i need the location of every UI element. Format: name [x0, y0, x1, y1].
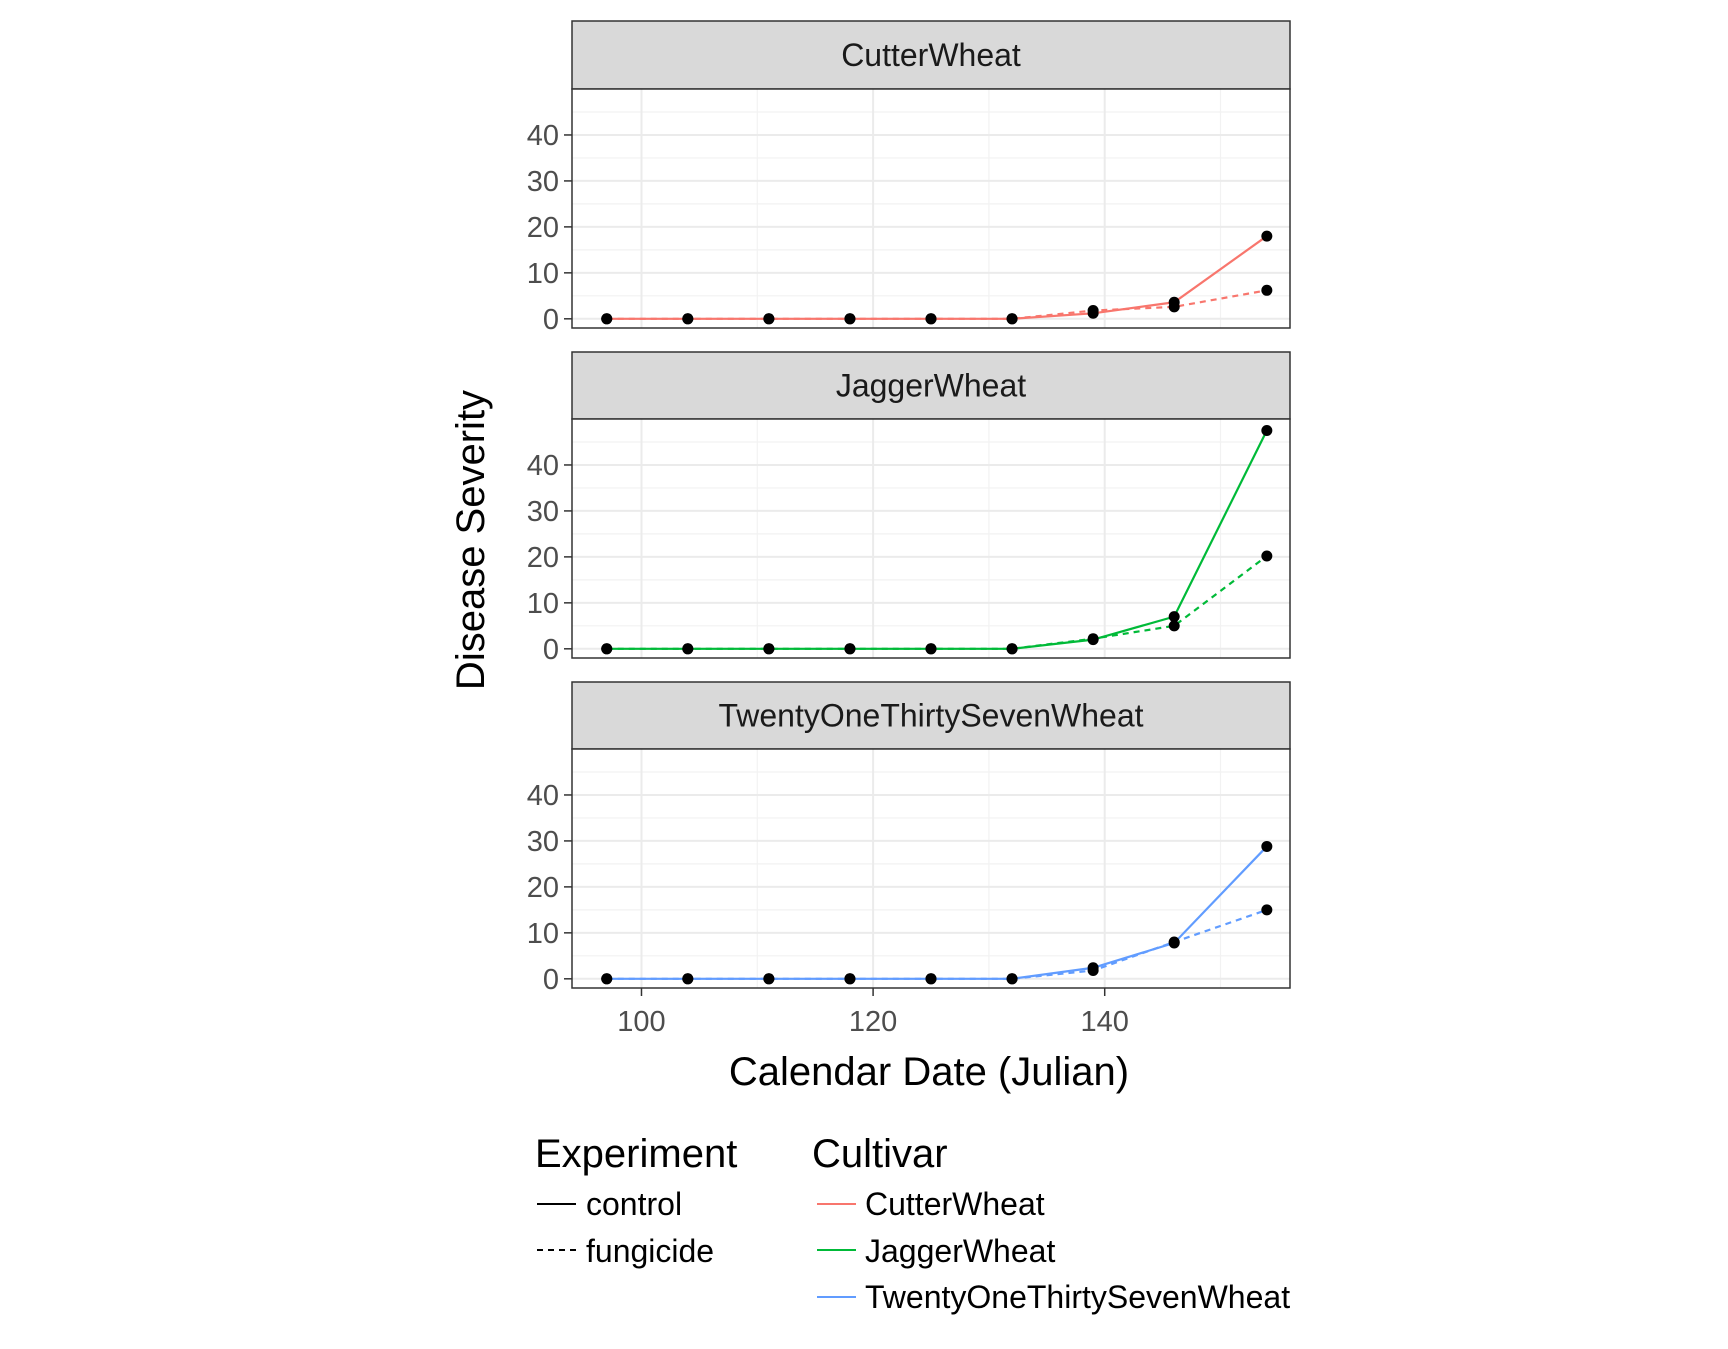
data-point-fungicide	[844, 313, 856, 325]
y-tick-label: 10	[527, 918, 559, 950]
facet-twentyonethirtysevenwheat: TwentyOneThirtySevenWheat 0 10 20 30 40	[527, 681, 1291, 996]
facet-strip	[571, 20, 1291, 90]
y-tick-label: 20	[527, 212, 559, 244]
y-tick-label: 30	[527, 496, 559, 528]
x-tick-label: 140	[1081, 1006, 1129, 1038]
legend-label-cutterwheat: CutterWheat	[865, 1186, 1045, 1222]
panel-border	[571, 748, 1291, 989]
legend-label-jaggerwheat: JaggerWheat	[865, 1233, 1055, 1269]
legend-cultivar-title: Cultivar	[812, 1132, 948, 1176]
data-point-fungicide	[1168, 936, 1180, 948]
data-point-fungicide	[601, 643, 613, 655]
data-point-fungicide	[1168, 301, 1180, 313]
facet-strip-label: TwentyOneThirtySevenWheat	[718, 698, 1143, 734]
facet-jaggerwheat: JaggerWheat 0 10 20 30 40	[527, 351, 1291, 666]
legend-experiment: Experiment control fungicide	[535, 1132, 737, 1269]
data-point-fungicide	[1006, 313, 1018, 325]
panel-border	[571, 88, 1291, 329]
y-tick-label: 0	[543, 634, 559, 666]
y-tick-label: 10	[527, 588, 559, 620]
x-axis-title: Calendar Date (Julian)	[729, 1050, 1129, 1094]
data-point-fungicide	[925, 973, 937, 985]
y-tick-label: 0	[543, 304, 559, 336]
data-point-fungicide	[1006, 643, 1018, 655]
data-point-fungicide	[1087, 305, 1099, 317]
data-point-fungicide	[601, 973, 613, 985]
data-point-fungicide	[682, 973, 694, 985]
y-tick-label: 40	[527, 780, 559, 812]
data-point-fungicide	[1168, 620, 1180, 632]
y-axis-title: Disease Severity	[449, 390, 493, 690]
data-point-fungicide	[763, 643, 775, 655]
data-point-fungicide	[844, 643, 856, 655]
panel-background	[572, 419, 1290, 658]
facet-strip-label: CutterWheat	[841, 37, 1021, 73]
panel-border	[571, 418, 1291, 659]
data-point-fungicide	[925, 313, 937, 325]
y-tick-label: 20	[527, 872, 559, 904]
legend-label-twentyonethirtysevenwheat: TwentyOneThirtySevenWheat	[865, 1279, 1290, 1315]
data-point-fungicide	[763, 313, 775, 325]
data-point-fungicide	[1087, 633, 1099, 645]
y-tick-label: 40	[527, 450, 559, 482]
data-point-control	[1168, 611, 1180, 623]
data-point-control	[1261, 230, 1273, 242]
legend: Experiment control fungicide Cultivar Cu…	[535, 1132, 1290, 1315]
panel-background	[572, 749, 1290, 988]
legend-label-control: control	[586, 1186, 682, 1222]
data-point-fungicide	[844, 973, 856, 985]
y-tick-label: 30	[527, 166, 559, 198]
data-point-fungicide	[925, 643, 937, 655]
facet-panels: CutterWheat 0 10 20 30 40 JaggerWheat 0 10 20 30 40…	[527, 20, 1291, 996]
data-point-fungicide	[1261, 904, 1273, 916]
data-point-fungicide	[601, 313, 613, 325]
legend-cultivar: Cultivar CutterWheat JaggerWheat TwentyO…	[812, 1132, 1290, 1315]
data-point-fungicide	[1006, 973, 1018, 985]
y-tick-label: 40	[527, 120, 559, 152]
legend-experiment-title: Experiment	[535, 1132, 737, 1176]
facet-strip-label: JaggerWheat	[836, 368, 1026, 404]
y-tick-label: 10	[527, 258, 559, 290]
data-point-fungicide	[682, 313, 694, 325]
data-point-fungicide	[763, 973, 775, 985]
data-point-fungicide	[1087, 965, 1099, 977]
data-point-control	[1261, 424, 1273, 436]
data-point-fungicide	[1261, 284, 1273, 296]
data-point-fungicide	[682, 643, 694, 655]
data-point-control	[1261, 840, 1273, 852]
y-tick-label: 30	[527, 826, 559, 858]
legend-label-fungicide: fungicide	[586, 1233, 714, 1269]
facet-cutterwheat: CutterWheat 0 10 20 30 40	[527, 20, 1291, 336]
panel-background	[572, 89, 1290, 328]
y-tick-label: 0	[543, 964, 559, 996]
x-axis: 100 120 140	[617, 988, 1129, 1038]
x-tick-label: 100	[617, 1006, 665, 1038]
x-tick-label: 120	[849, 1006, 897, 1038]
y-tick-label: 20	[527, 542, 559, 574]
data-point-fungicide	[1261, 550, 1273, 562]
